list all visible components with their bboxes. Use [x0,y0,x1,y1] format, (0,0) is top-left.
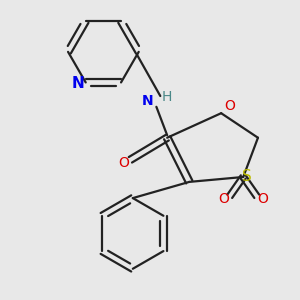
Text: O: O [218,192,229,206]
Text: H: H [162,90,172,104]
Text: N: N [72,76,85,91]
Text: N: N [142,94,153,108]
Text: S: S [242,169,252,184]
Text: O: O [258,192,268,206]
Text: O: O [118,156,129,170]
Text: O: O [224,99,235,113]
